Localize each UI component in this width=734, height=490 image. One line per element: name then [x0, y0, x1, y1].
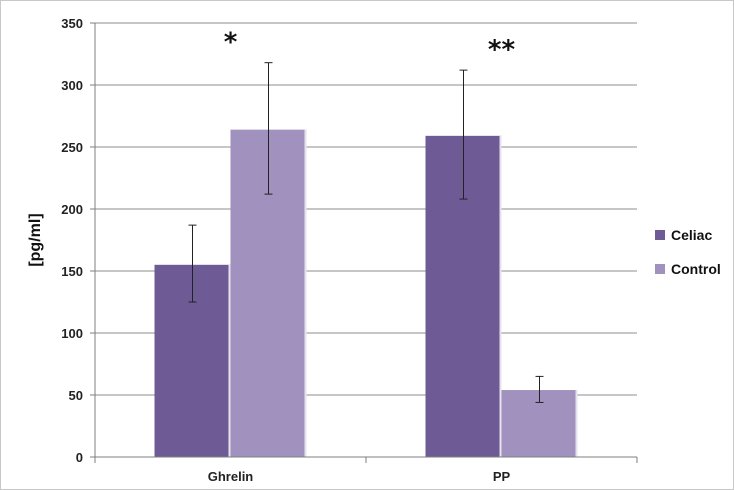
x-tick-label: Ghrelin — [208, 469, 254, 484]
legend-swatch-celiac — [655, 230, 665, 240]
y-tick-label: 350 — [61, 16, 83, 31]
y-tick-label: 0 — [76, 450, 83, 465]
y-tick-label: 150 — [61, 264, 83, 279]
legend-label-celiac: Celiac — [671, 227, 712, 243]
y-tick-label: 50 — [69, 388, 83, 403]
y-tick-label: 250 — [61, 140, 83, 155]
y-tick-label: 200 — [61, 202, 83, 217]
bar-edge — [229, 265, 231, 457]
legend-label-control: Control — [671, 261, 721, 277]
bar-edge — [576, 390, 578, 457]
legend-swatch-control — [655, 264, 665, 274]
y-axis-label: [pg/ml] — [27, 213, 44, 266]
significance-marker: ** — [488, 35, 516, 65]
y-tick-label: 100 — [61, 326, 83, 341]
x-tick-label: PP — [493, 469, 511, 484]
bar-edge — [305, 130, 307, 457]
significance-marker: * — [224, 28, 238, 58]
y-tick-label: 300 — [61, 78, 83, 93]
bar-edge — [500, 136, 502, 457]
